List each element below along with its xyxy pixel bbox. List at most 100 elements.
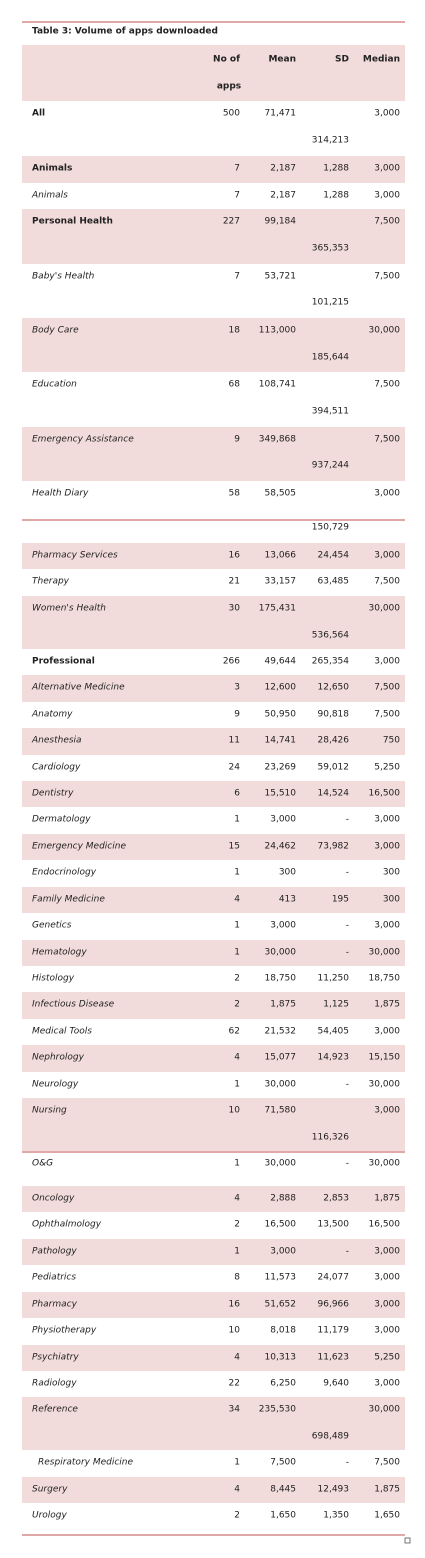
row-background [22, 675, 405, 702]
row-label: Psychiatry [32, 1353, 79, 1363]
row-background [22, 992, 405, 1019]
row-label: Oncology [32, 1194, 75, 1204]
cell: 16,500 [369, 1220, 401, 1230]
cell: 1,288 [323, 191, 349, 201]
cell: 1 [234, 1247, 240, 1257]
resize-handle [404, 1537, 411, 1544]
row-label: Pediatrics [32, 1273, 76, 1283]
cell: 314,213 [312, 136, 349, 146]
cell: 15,510 [265, 789, 297, 799]
cell: 7,500 [374, 710, 400, 720]
row-label: Endocrinology [32, 868, 97, 878]
row-label: All [32, 109, 45, 119]
header-background [22, 45, 405, 101]
cell: 59,012 [318, 763, 350, 773]
cell: 2 [234, 1511, 240, 1521]
cell: 2,187 [270, 164, 296, 174]
row-label: Physiotherapy [32, 1326, 97, 1336]
column-header: No of [213, 55, 240, 65]
cell: 113,000 [259, 326, 296, 336]
column-header: Median [363, 55, 400, 65]
cell: 96,966 [318, 1300, 350, 1310]
cell: 2 [234, 1220, 240, 1230]
cell: 1,288 [323, 164, 349, 174]
cell: 24,077 [318, 1273, 350, 1283]
row-label: Genetics [32, 921, 72, 931]
cell: 8,018 [270, 1326, 296, 1336]
cell: 750 [383, 736, 400, 746]
row-label: Family Medicine [32, 895, 105, 905]
cell: 7,500 [374, 380, 400, 390]
cell: 3,000 [374, 1300, 400, 1310]
cell: 63,485 [318, 577, 350, 587]
cell: 7,500 [374, 1458, 400, 1468]
cell: 30,000 [265, 948, 297, 958]
cell: 1 [234, 921, 240, 931]
row-label: Hematology [32, 948, 87, 958]
row-label: Pharmacy [32, 1300, 78, 1310]
cell: 16,500 [369, 789, 401, 799]
cell: 227 [223, 217, 240, 227]
cell: 7 [234, 272, 240, 282]
cell: 62 [229, 1027, 240, 1037]
cell: 58 [229, 489, 241, 499]
cell: 7,500 [374, 577, 400, 587]
cell: 3,000 [374, 164, 400, 174]
cell: 21 [229, 577, 240, 587]
row-label: Women's Health [32, 604, 106, 614]
row-label: Urology [32, 1511, 68, 1521]
row-label: Nursing [32, 1106, 67, 1116]
cell: 16 [229, 1300, 241, 1310]
cell: 15,077 [265, 1053, 297, 1063]
cell: 58,505 [265, 489, 297, 499]
cell: 108,741 [259, 380, 296, 390]
cell: 34 [229, 1405, 241, 1415]
cell: 24,462 [265, 842, 297, 852]
cell: 2 [234, 1000, 240, 1010]
cell: 71,471 [265, 109, 297, 119]
row-label: Health Diary [32, 489, 89, 499]
row-label: Alternative Medicine [31, 683, 125, 693]
cell: 7,500 [374, 272, 400, 282]
cell: 12,600 [265, 683, 297, 693]
cell: 33,157 [265, 577, 297, 587]
cell: 300 [279, 868, 296, 878]
cell: 9 [234, 435, 240, 445]
cell: 1 [234, 1458, 240, 1468]
cell: 8,445 [270, 1485, 296, 1495]
cell: 50,950 [265, 710, 297, 720]
cell: 15 [229, 842, 240, 852]
row-label: Emergency Assistance [32, 435, 134, 445]
row-label: O&G [32, 1159, 53, 1169]
row-background [22, 887, 405, 913]
cell: - [346, 948, 349, 958]
row-background [22, 156, 405, 183]
row-background [22, 543, 405, 569]
cell: - [346, 868, 349, 878]
cell: 349,868 [259, 435, 296, 445]
row-label: Medical Tools [32, 1027, 92, 1037]
row-background [22, 1345, 405, 1371]
cell: 1,650 [374, 1511, 400, 1521]
cell: 7 [234, 164, 240, 174]
row-background [22, 1477, 405, 1503]
row-label: Respiratory Medicine [38, 1458, 133, 1468]
column-header: SD [335, 55, 349, 65]
cell: 11,179 [318, 1326, 350, 1336]
cell: 3,000 [374, 1106, 400, 1116]
row-label: Body Care [32, 326, 79, 336]
cell: 300 [383, 868, 400, 878]
row-label: Anesthesia [31, 736, 82, 746]
cell: 11 [229, 736, 240, 746]
cell: 4 [234, 1194, 240, 1204]
cell: 30,000 [369, 1159, 401, 1169]
cell: 1 [234, 1159, 240, 1169]
row-background [22, 728, 405, 755]
cell: 16 [229, 551, 241, 561]
cell: - [346, 1159, 349, 1169]
row-label: Neurology [32, 1080, 79, 1090]
cell: 266 [223, 657, 240, 667]
cell: 30,000 [265, 1159, 297, 1169]
row-label: Therapy [32, 577, 70, 587]
